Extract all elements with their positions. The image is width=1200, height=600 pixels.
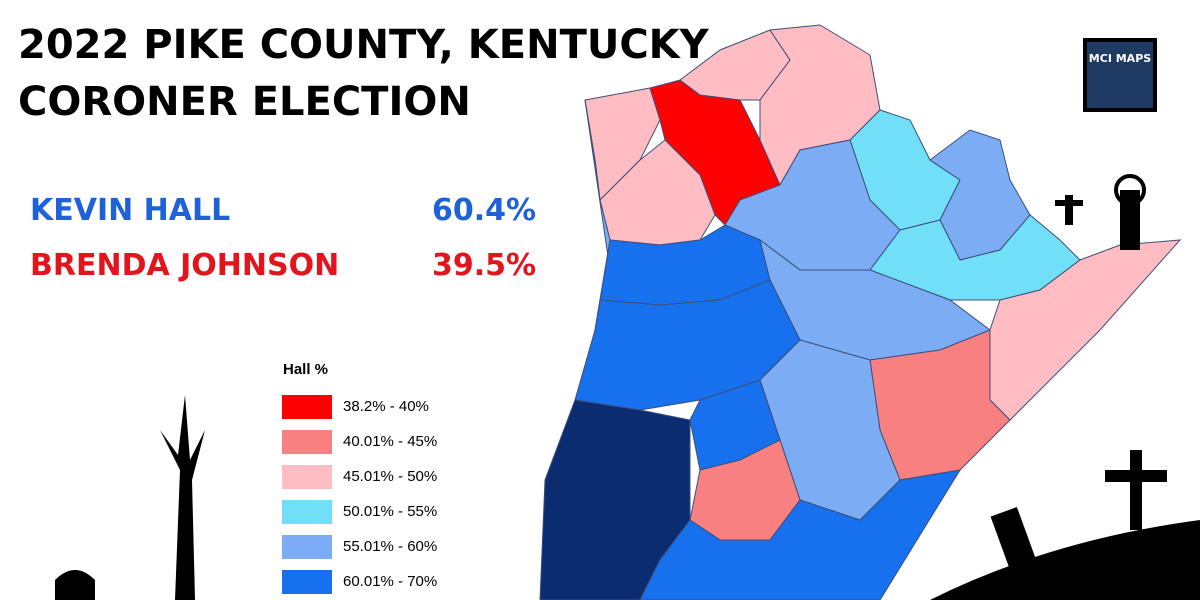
legend-swatch [282,465,332,489]
legend-label: 38.2% - 40% [343,398,429,415]
precinct [639,469,962,600]
logo-text: MCI MAPS [1089,52,1151,65]
title-line: 2022 PIKE COUNTY, KENTUCKY [18,22,710,68]
legend-label: 60.01% - 70% [343,573,437,590]
legend-swatch [282,500,332,524]
legend-label: 45.01% - 50% [343,468,437,485]
logo: MCI MAPS [1083,38,1157,112]
candidate-percent: 60.4% [432,193,536,228]
legend-label: 40.01% - 45% [343,433,437,450]
legend-swatch [282,430,332,454]
county-map [539,24,1182,600]
candidate-name: BRENDA JOHNSON [30,248,339,283]
title-line: CORONER ELECTION [18,79,471,125]
legend-label: 50.01% - 55% [343,503,437,520]
legend-label: 55.01% - 60% [343,538,437,555]
legend-swatch [282,570,332,594]
results: KEVIN HALL 60.4% BRENDA JOHNSON 39.5% [30,193,536,283]
legend-title: Hall % [283,361,328,378]
legend-swatch [282,395,332,419]
legend-swatch [282,535,332,559]
candidate-percent: 39.5% [432,248,536,283]
candidate-name: KEVIN HALL [30,193,230,228]
legend: 38.2% - 40% 40.01% - 45% 45.01% - 50% 50.01… [282,395,437,594]
decorations [55,174,1200,600]
